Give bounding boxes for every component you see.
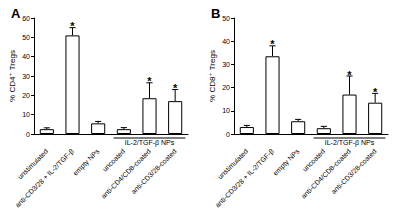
svg-text:anti-CD4/CD8-coated: anti-CD4/CD8-coated: [300, 147, 352, 199]
svg-text:10: 10: [222, 107, 230, 114]
svg-text:30: 30: [22, 73, 30, 80]
svg-text:*: *: [173, 82, 178, 94]
svg-text:% CD4⁺ Tregs: % CD4⁺ Tregs: [8, 50, 17, 102]
svg-text:40: 40: [222, 38, 230, 45]
svg-text:empty NPs: empty NPs: [272, 147, 302, 177]
svg-text:60: 60: [22, 15, 30, 22]
svg-text:anti-CD3/28 + IL-2/TGF-β: anti-CD3/28 + IL-2/TGF-β: [14, 148, 76, 210]
svg-text:anti-CD3/28-coated: anti-CD3/28-coated: [130, 147, 178, 195]
svg-text:*: *: [70, 20, 75, 32]
svg-text:% CD8⁺ Tregs: % CD8⁺ Tregs: [208, 50, 217, 102]
svg-text:uncoated: uncoated: [101, 147, 126, 172]
svg-text:20: 20: [222, 84, 230, 91]
svg-text:empty NPs: empty NPs: [72, 147, 102, 177]
svg-text:unstimulated: unstimulated: [16, 147, 50, 181]
svg-text:*: *: [373, 86, 378, 98]
svg-text:*: *: [147, 75, 152, 87]
svg-text:A: A: [11, 6, 21, 21]
svg-text:uncoated: uncoated: [301, 147, 326, 172]
svg-text:0: 0: [226, 131, 230, 138]
svg-text:*: *: [270, 38, 275, 50]
svg-text:anti-CD4/CD8-coated: anti-CD4/CD8-coated: [100, 147, 152, 199]
svg-text:0: 0: [26, 131, 30, 138]
svg-text:unstimulated: unstimulated: [216, 147, 250, 181]
svg-text:anti-CD3/28 + IL-2/TGF-β: anti-CD3/28 + IL-2/TGF-β: [214, 148, 276, 210]
svg-text:20: 20: [22, 92, 30, 99]
svg-text:IL-2/TGF-β NPs: IL-2/TGF-β NPs: [125, 139, 175, 147]
svg-text:B: B: [211, 6, 220, 21]
svg-text:50: 50: [22, 34, 30, 41]
svg-text:30: 30: [222, 61, 230, 68]
svg-text:IL-2/TGF-β NPs: IL-2/TGF-β NPs: [325, 139, 375, 147]
svg-text:40: 40: [22, 53, 30, 60]
svg-text:10: 10: [22, 111, 30, 118]
svg-text:50: 50: [222, 15, 230, 22]
svg-text:*: *: [347, 69, 352, 81]
svg-text:anti-CD3/28-coated: anti-CD3/28-coated: [330, 147, 378, 195]
